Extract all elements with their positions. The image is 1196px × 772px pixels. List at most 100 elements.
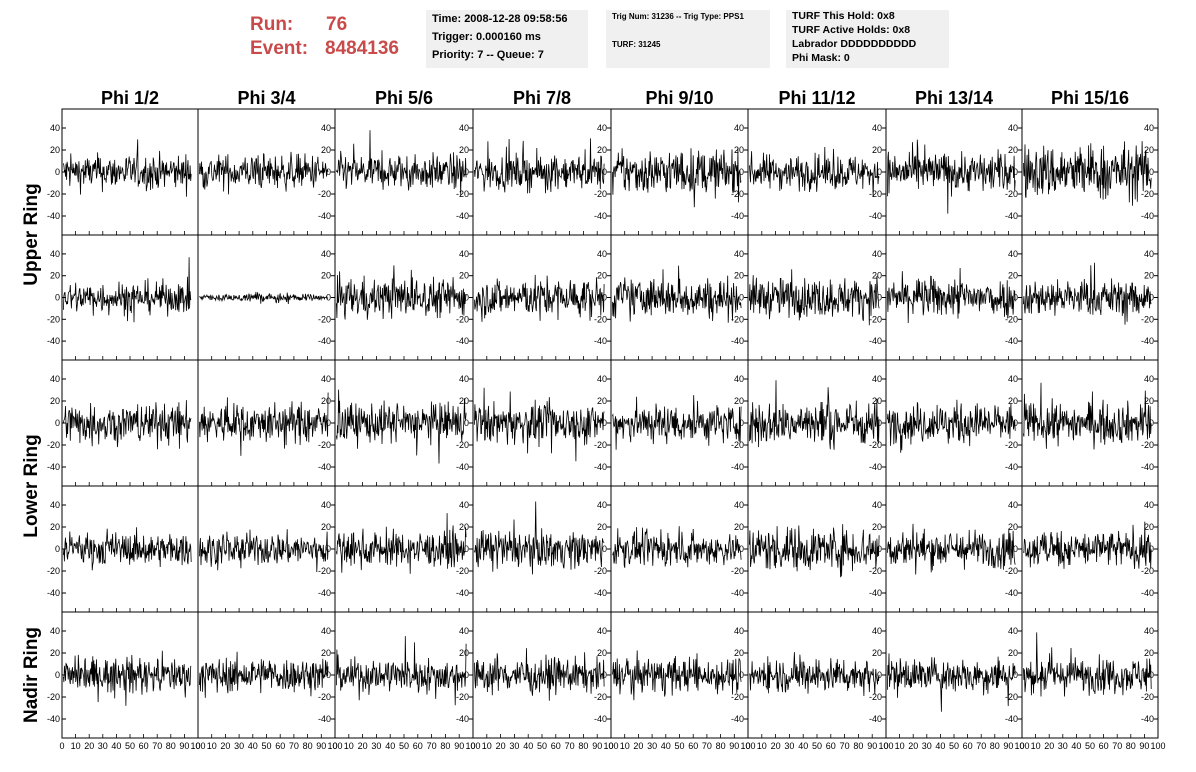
y-tick-label: 0 (1013, 418, 1018, 428)
x-tick-label: 40 (798, 741, 808, 751)
y-tick-label: 0 (739, 167, 744, 177)
x-tick-label: 50 (125, 741, 135, 751)
y-tick-label: 0 (464, 544, 469, 554)
column-title: Phi 3/4 (237, 88, 295, 108)
waveform-trace (1023, 262, 1152, 325)
y-tick-label: -40 (1005, 336, 1018, 346)
y-tick-label: 0 (55, 293, 60, 303)
y-tick-label: -20 (47, 189, 60, 199)
x-tick-label: 0 (883, 741, 888, 751)
column-title: Phi 1/2 (101, 88, 159, 108)
y-tick-label: -40 (1141, 714, 1154, 724)
x-tick-label: 30 (509, 741, 519, 751)
y-tick-label: -20 (731, 440, 744, 450)
y-tick-label: 40 (734, 626, 744, 636)
y-tick-label: 40 (1144, 123, 1154, 133)
y-tick-label: -40 (869, 462, 882, 472)
waveform-trace (474, 648, 605, 701)
x-tick-label: 50 (537, 741, 547, 751)
y-tick-label: 0 (464, 670, 469, 680)
x-tick-label: 0 (608, 741, 613, 751)
y-tick-label: 40 (734, 249, 744, 259)
y-tick-label: -20 (1005, 189, 1018, 199)
y-tick-label: -40 (1005, 714, 1018, 724)
x-tick-label: 30 (784, 741, 794, 751)
x-tick-label: 80 (578, 741, 588, 751)
y-tick-label: 40 (1008, 123, 1018, 133)
x-tick-label: 0 (1019, 741, 1024, 751)
waveform-trace (336, 636, 467, 706)
x-tick-label: 30 (647, 741, 657, 751)
x-tick-label: 60 (1099, 741, 1109, 751)
waveform-trace (336, 265, 467, 320)
x-tick-label: 60 (551, 741, 561, 751)
y-tick-label: -40 (456, 336, 469, 346)
y-tick-label: 40 (459, 500, 469, 510)
waveform-trace (199, 151, 329, 195)
y-tick-label: 0 (739, 293, 744, 303)
y-tick-label: 40 (321, 374, 331, 384)
x-tick-label: 90 (867, 741, 877, 751)
y-tick-label: -40 (594, 211, 607, 221)
y-tick-label: 40 (321, 500, 331, 510)
y-tick-label: 0 (55, 544, 60, 554)
y-tick-label: 0 (326, 544, 331, 554)
x-tick-label: 80 (166, 741, 176, 751)
y-tick-label: 20 (734, 271, 744, 281)
x-tick-label: 40 (1071, 741, 1081, 751)
x-tick-label: 60 (139, 741, 149, 751)
x-tick-label: 80 (716, 741, 726, 751)
y-tick-label: -20 (869, 566, 882, 576)
y-tick-label: -20 (869, 440, 882, 450)
y-tick-label: 0 (326, 167, 331, 177)
y-tick-label: 20 (872, 522, 882, 532)
x-tick-label: 0 (332, 741, 337, 751)
y-tick-label: 40 (872, 500, 882, 510)
y-tick-label: 20 (459, 145, 469, 155)
waveform-trace (612, 395, 742, 450)
x-tick-label: 0 (470, 741, 475, 751)
y-tick-label: 0 (55, 670, 60, 680)
y-tick-label: 40 (50, 374, 60, 384)
x-tick-label: 20 (908, 741, 918, 751)
time-info-box: Time: 2008-12-28 09:58:56 Trigger: 0.000… (426, 10, 588, 68)
y-tick-label: -20 (318, 692, 331, 702)
y-tick-label: -20 (731, 566, 744, 576)
y-tick-label: 20 (1008, 648, 1018, 658)
waveform-trace (887, 399, 1016, 453)
y-tick-label: -20 (1141, 692, 1154, 702)
y-tick-label: 40 (872, 374, 882, 384)
waveform-trace (474, 138, 605, 194)
y-tick-label: 40 (872, 249, 882, 259)
waveform-trace (612, 526, 742, 568)
y-tick-label: -40 (318, 462, 331, 472)
y-tick-label: -40 (594, 462, 607, 472)
x-tick-label: 80 (990, 741, 1000, 751)
x-tick-label: 70 (976, 741, 986, 751)
y-tick-label: 20 (597, 145, 607, 155)
x-tick-label: 90 (1139, 741, 1149, 751)
x-tick-label: 20 (358, 741, 368, 751)
y-tick-label: 20 (734, 396, 744, 406)
y-tick-label: -40 (594, 336, 607, 346)
waveform-trace (1023, 141, 1152, 206)
x-tick-label: 50 (261, 741, 271, 751)
y-tick-label: 20 (321, 145, 331, 155)
y-tick-label: -20 (1005, 692, 1018, 702)
x-tick-label: 50 (1085, 741, 1095, 751)
y-tick-label: -40 (731, 211, 744, 221)
waveform-trace (1023, 632, 1152, 697)
y-tick-label: -20 (318, 314, 331, 324)
y-tick-label: 20 (50, 522, 60, 532)
y-tick-label: -40 (869, 211, 882, 221)
y-tick-label: -40 (47, 462, 60, 472)
y-tick-label: -20 (1005, 440, 1018, 450)
y-tick-label: 40 (50, 626, 60, 636)
y-tick-label: 0 (1149, 167, 1154, 177)
waveform-trace (749, 524, 880, 578)
trig-num-text: Trig Num: 31236 -- Trig Type: PPS1 (612, 12, 744, 21)
y-tick-label: -20 (594, 692, 607, 702)
y-tick-label: 20 (321, 396, 331, 406)
x-tick-label: 0 (195, 741, 200, 751)
